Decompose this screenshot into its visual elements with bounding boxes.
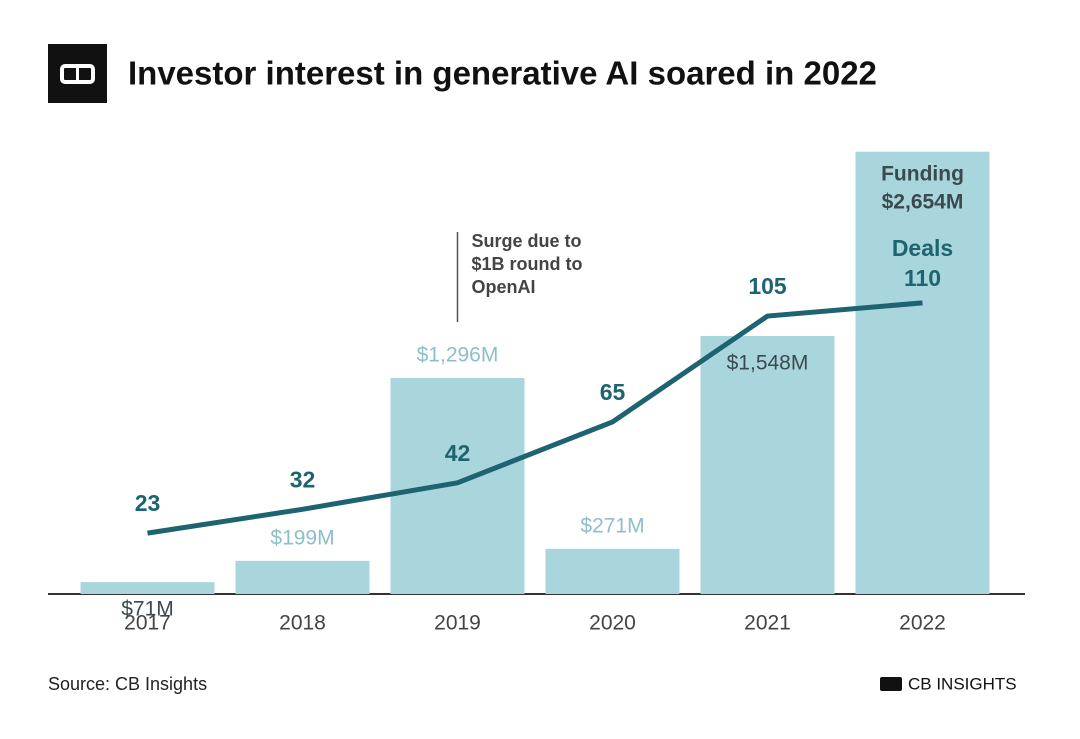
plot: 2017 2018 2019 2020 2021 2022 $71M 23 $199M 32 $1,… [80,151,990,635]
bar [545,548,680,594]
line-label: 23 [135,490,161,516]
line-label: 42 [445,440,471,466]
line-label: 65 [600,379,626,405]
bar [855,151,990,594]
bar-label: $71M [121,598,174,621]
bar-label: $2,654M [882,190,964,213]
annotation: Surge due to [472,231,582,251]
x-tick-label: 2021 [744,612,791,635]
line-label: 110 [904,265,941,291]
bar [80,582,215,594]
brand: CB INSIGHTS [908,674,1017,693]
x-tick-label: 2017 [124,612,171,635]
annotation: OpenAI [472,277,536,297]
x-tick-label: 2020 [589,612,636,635]
legend-label: Deals [892,235,953,261]
bar-label: $199M [270,526,334,549]
bar-label: $1,296M [417,344,499,367]
x-tick-label: 2018 [279,612,326,635]
line-label: 105 [748,273,787,299]
line-label: 32 [290,466,316,492]
bar [700,336,835,594]
deals-line [147,300,923,536]
source: Source: CB Insights [48,674,207,694]
bar [235,560,370,594]
bar [390,378,525,594]
title: Investor interest in generative AI soare… [128,55,877,92]
x-tick-label: 2019 [434,612,481,635]
legend-label: Funding [881,162,964,185]
bar-label: $271M [580,514,644,537]
x-tick-label: 2022 [899,612,946,635]
bar-label: $1,548M [727,352,809,375]
brand-logo [880,677,902,691]
annotation: $1B round to [472,254,583,274]
